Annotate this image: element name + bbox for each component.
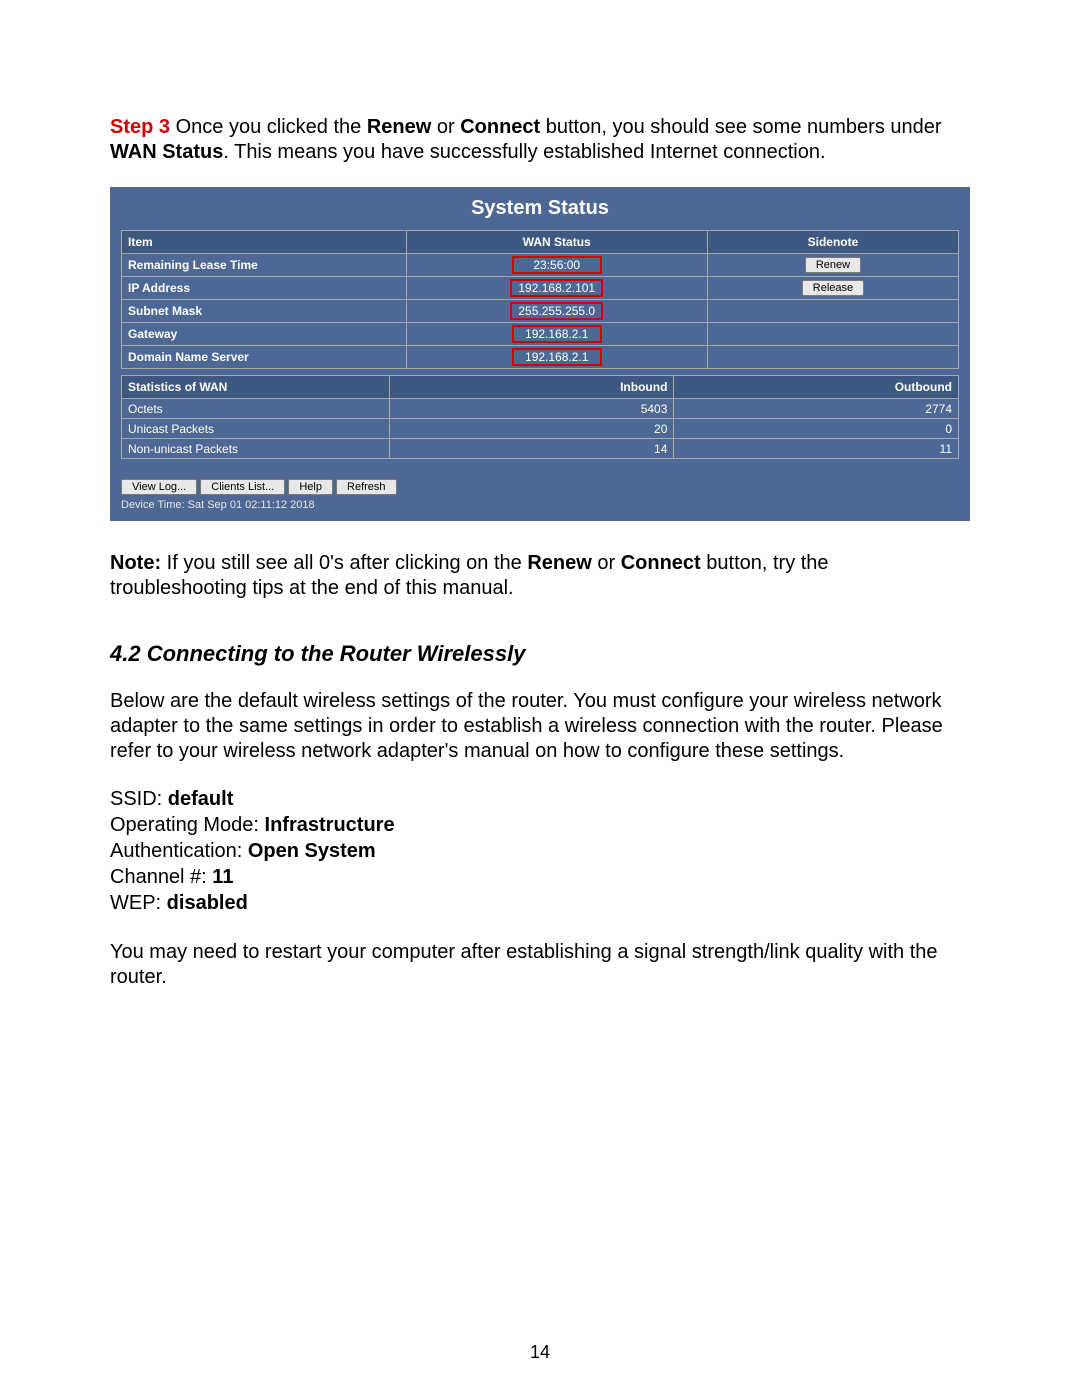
table-row: Domain Name Server 192.168.2.1 [122,346,959,369]
note-label: Note: [110,552,161,574]
wan-statistics-table: Statistics of WAN Inbound Outbound Octet… [121,375,959,459]
wan-status-table: Item WAN Status Sidenote Remaining Lease… [121,230,959,369]
table-row: Unicast Packets 20 0 [122,419,959,439]
cell-item: Remaining Lease Time [122,254,407,277]
cell-out: 11 [674,439,959,459]
t: or [431,116,460,138]
table-row: Octets 5403 2774 [122,399,959,419]
renew-button[interactable]: Renew [805,257,861,273]
th-wan: WAN Status [406,231,707,254]
cell-note [707,346,958,369]
system-status-panel: System Status Item WAN Status Sidenote R… [110,187,970,521]
view-log-button[interactable]: View Log... [121,479,197,495]
highlighted-value: 23:56:00 [512,256,602,274]
cell-wan: 192.168.2.1 [406,323,707,346]
b: Renew [367,116,431,138]
help-button[interactable]: Help [288,479,333,495]
th-note: Sidenote [707,231,958,254]
section-heading-4-2: 4.2 Connecting to the Router Wirelessly [110,641,970,667]
chan-label: Channel #: [110,866,212,888]
t: button, you should see some numbers unde… [540,116,941,138]
cell-stat: Octets [122,399,390,419]
wep-value: disabled [167,892,248,914]
t: Once you clicked the [170,116,367,138]
intro-4-2: Below are the default wireless settings … [110,689,970,764]
cell-in: 20 [389,419,674,439]
th-stat: Statistics of WAN [122,376,390,399]
refresh-button[interactable]: Refresh [336,479,397,495]
cell-wan: 192.168.2.1 [406,346,707,369]
panel-button-row: View Log... Clients List... Help Refresh [110,465,970,497]
clients-list-button[interactable]: Clients List... [200,479,285,495]
t: If you still see all 0's after clicking … [161,552,527,574]
b: WAN Status [110,141,223,163]
highlighted-value: 255.255.255.0 [510,302,603,320]
wep-label: WEP: [110,892,167,914]
panel-title: System Status [110,187,970,230]
cell-out: 0 [674,419,959,439]
device-time: Device Time: Sat Sep 01 02:11:12 2018 [110,497,970,521]
cell-out: 2774 [674,399,959,419]
mode-value: Infrastructure [265,814,395,836]
t: or [592,552,621,574]
auth-label: Authentication: [110,840,248,862]
cell-wan: 23:56:00 [406,254,707,277]
table-row: Subnet Mask 255.255.255.0 [122,300,959,323]
step3-paragraph: Step 3 Once you clicked the Renew or Con… [110,115,970,165]
release-button[interactable]: Release [802,280,864,296]
table-row: Non-unicast Packets 14 11 [122,439,959,459]
step-label: Step 3 [110,116,170,138]
th-item: Item [122,231,407,254]
cell-item: IP Address [122,277,407,300]
cell-note [707,300,958,323]
t: . This means you have successfully estab… [223,141,825,163]
closing-paragraph: You may need to restart your computer af… [110,940,970,990]
cell-item: Subnet Mask [122,300,407,323]
auth-value: Open System [248,840,376,862]
highlighted-value: 192.168.2.101 [510,279,603,297]
mode-label: Operating Mode: [110,814,265,836]
highlighted-value: 192.168.2.1 [512,325,602,343]
cell-wan: 255.255.255.0 [406,300,707,323]
note-paragraph: Note: If you still see all 0's after cli… [110,551,970,601]
cell-stat: Non-unicast Packets [122,439,390,459]
chan-value: 11 [212,866,233,888]
ssid-label: SSID: [110,788,168,810]
cell-item: Gateway [122,323,407,346]
cell-wan: 192.168.2.101 [406,277,707,300]
table-row: IP Address 192.168.2.101 Release [122,277,959,300]
table-row: Gateway 192.168.2.1 [122,323,959,346]
b: Connect [460,116,540,138]
cell-stat: Unicast Packets [122,419,390,439]
ssid-value: default [168,788,234,810]
cell-item: Domain Name Server [122,346,407,369]
cell-in: 5403 [389,399,674,419]
b: Renew [527,552,591,574]
cell-note [707,323,958,346]
th-out: Outbound [674,376,959,399]
highlighted-value: 192.168.2.1 [512,348,602,366]
table-row: Remaining Lease Time 23:56:00 Renew [122,254,959,277]
page-number: 14 [0,1342,1080,1363]
cell-in: 14 [389,439,674,459]
wireless-settings: SSID: default Operating Mode: Infrastruc… [110,786,970,916]
b: Connect [621,552,701,574]
th-in: Inbound [389,376,674,399]
